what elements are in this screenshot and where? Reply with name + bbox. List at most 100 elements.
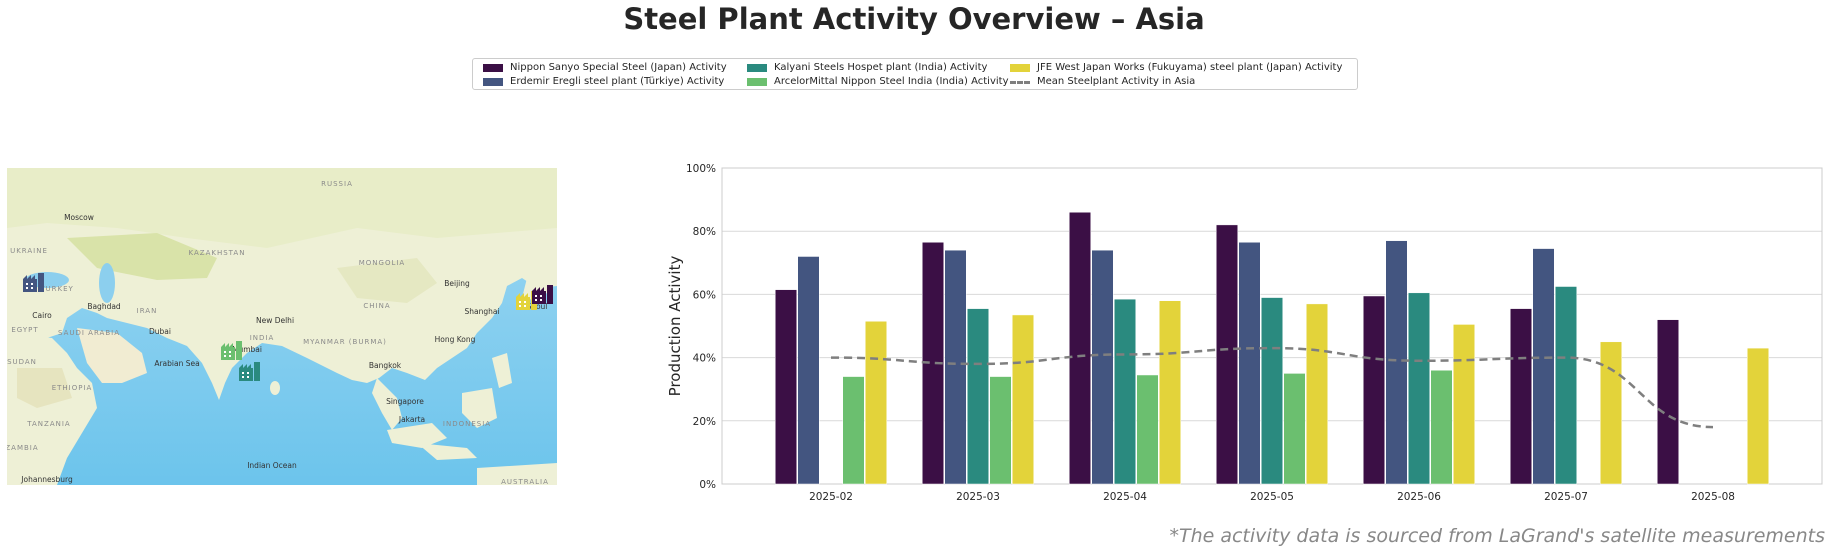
bar: [1600, 341, 1622, 485]
map-label: ETHIOPIA: [52, 384, 93, 392]
bar: [1283, 373, 1306, 485]
chart-bars: [775, 211, 1769, 485]
map-label: Arabian Sea: [154, 359, 199, 368]
land-sahara: [17, 368, 72, 408]
legend-dash-swatch: [1010, 81, 1030, 84]
x-tick-label: 2025-07: [1544, 491, 1588, 503]
y-tick-label: 40%: [693, 353, 716, 365]
land-arabia: [77, 328, 147, 383]
chart-legend: Nippon Sanyo Special Steel (Japan) Activ…: [472, 58, 1358, 90]
factory-marker-icon[interactable]: [220, 339, 244, 365]
bar: [1408, 292, 1430, 485]
map-label: EGYPT: [11, 326, 38, 334]
legend-label: Nippon Sanyo Special Steel (Japan) Activ…: [510, 62, 727, 73]
land-sumatra: [387, 423, 447, 448]
map-label: Mumbai: [232, 345, 262, 354]
map-label: TANZANIA: [26, 420, 70, 428]
bar: [1532, 248, 1555, 485]
plot-frame: [721, 167, 1823, 485]
bar: [1747, 347, 1769, 485]
map-label: IRAN: [137, 307, 158, 315]
legend-color-swatch: [1010, 64, 1030, 72]
land-japan: [522, 263, 552, 300]
map-label: Jakarta: [398, 415, 425, 424]
factory-marker-icon[interactable]: [238, 360, 262, 386]
legend-color-swatch: [483, 78, 503, 86]
map-label: MONGOLIA: [359, 259, 405, 267]
legend-label: Kalyani Steels Hospet plant (India) Acti…: [774, 62, 988, 73]
bar: [1430, 369, 1453, 485]
caspian-sea: [99, 263, 115, 303]
land-philippines: [492, 353, 512, 388]
land-mongolia: [337, 258, 437, 303]
map-label: INDIA: [250, 334, 275, 342]
map-label: Beijing: [444, 279, 470, 288]
y-tick-label: 20%: [693, 416, 716, 428]
map-label: INDONESIA: [443, 420, 491, 428]
asia-map[interactable]: RUSSIA Moscow UKRAINE KAZAKHSTAN MONGOLIA Bei…: [7, 168, 557, 485]
map-label: SUDAN: [7, 358, 37, 366]
bar: [1453, 324, 1475, 485]
map-label: New Delhi: [256, 316, 294, 325]
land-sri-lanka: [270, 381, 280, 395]
bar: [842, 376, 865, 485]
bar: [1012, 314, 1034, 485]
map-label: Moscow: [64, 213, 94, 222]
x-tick-label: 2025-05: [1250, 491, 1294, 503]
bar: [1114, 298, 1136, 485]
bar: [967, 308, 989, 485]
map-label: TURKEY: [39, 285, 74, 293]
bar: [1555, 286, 1577, 485]
chart-grid: [722, 167, 1822, 485]
bar: [797, 256, 820, 485]
factory-marker-icon[interactable]: [531, 283, 555, 309]
y-tick-label: 100%: [686, 163, 716, 175]
map-label: KAZAKHSTAN: [189, 249, 246, 257]
bar: [865, 321, 887, 485]
x-tick-label: 2025-03: [956, 491, 1000, 503]
land-borneo: [462, 388, 497, 428]
chart-ticks: 0% 20% 40% 60% 80% 100% 2025-02 2025-03 2025-04 2…: [686, 163, 1735, 503]
factory-marker-icon[interactable]: [22, 271, 46, 297]
map-label: Shanghai: [464, 307, 499, 316]
bar: [1510, 308, 1532, 485]
bar: [1261, 297, 1283, 485]
bar: [1385, 240, 1408, 485]
x-tick-label: 2025-06: [1397, 491, 1441, 503]
land-indochina: [372, 378, 402, 430]
chart-title: Steel Plant Activity Overview – Asia: [623, 2, 1205, 36]
legend-label: Erdemir Eregli steel plant (Türkiye) Act…: [510, 76, 725, 87]
y-tick-label: 80%: [693, 226, 716, 238]
land-siberia: [7, 168, 557, 248]
x-tick-label: 2025-02: [809, 491, 853, 503]
mean-activity-line: [830, 346, 1714, 429]
map-label: RUSSIA: [321, 180, 353, 188]
y-tick-label: 60%: [693, 289, 716, 301]
legend-label: ArcelorMittal Nippon Steel India (India)…: [774, 76, 1009, 87]
bar: [775, 289, 797, 485]
bar: [1069, 211, 1091, 485]
map-label: SAUDI ARABIA: [58, 329, 120, 337]
map-label: Dubai: [149, 327, 171, 336]
map-label: Bangkok: [369, 361, 402, 370]
x-tick-label: 2025-04: [1103, 491, 1147, 503]
legend-color-swatch: [483, 64, 503, 72]
bar: [1657, 319, 1679, 485]
map-label: Cairo: [32, 311, 52, 320]
y-axis-label: Production Activity: [666, 256, 684, 397]
map-labels: RUSSIA Moscow UKRAINE KAZAKHSTAN MONGOLIA Bei…: [7, 180, 548, 485]
bar: [1216, 224, 1238, 485]
map-label: Indian Ocean: [247, 461, 297, 470]
bar: [944, 249, 967, 485]
x-tick-label: 2025-08: [1691, 491, 1735, 503]
land-java: [417, 443, 477, 460]
bar: [922, 242, 944, 485]
map-label: Hong Kong: [435, 335, 476, 344]
y-tick-label: 0%: [699, 479, 716, 491]
bar: [1159, 300, 1181, 485]
land-australia: [477, 463, 557, 485]
map-label: Johannesburg: [20, 475, 73, 484]
bar: [1306, 303, 1328, 485]
map-base: RUSSIA Moscow UKRAINE KAZAKHSTAN MONGOLIA Bei…: [7, 168, 557, 485]
footnote: *The activity data is sourced from LaGra…: [1169, 525, 1825, 547]
